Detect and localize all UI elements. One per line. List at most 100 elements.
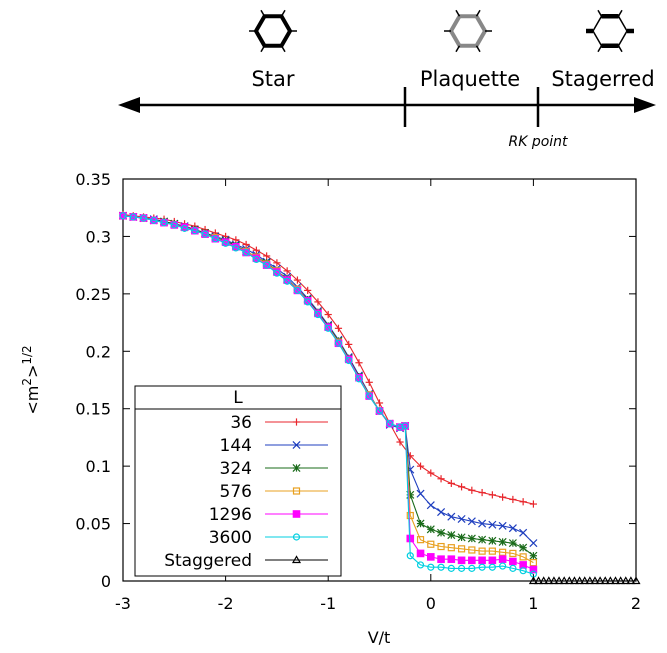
data-point bbox=[595, 576, 605, 585]
data-point bbox=[211, 235, 219, 243]
data-point bbox=[519, 553, 527, 561]
data-point bbox=[569, 576, 579, 585]
data-point bbox=[292, 463, 301, 473]
data-point bbox=[498, 555, 507, 563]
data-point bbox=[585, 576, 595, 585]
phase-axis-right-arrowhead bbox=[634, 97, 656, 113]
marker-stroke bbox=[508, 539, 517, 548]
data-point bbox=[396, 438, 404, 446]
data-point bbox=[498, 521, 507, 530]
data-point bbox=[519, 543, 528, 552]
legend-entries: 36 144 324 576 1296 3600 Staggered bbox=[164, 413, 328, 571]
marker-stroke bbox=[519, 528, 528, 537]
data-point bbox=[273, 269, 281, 277]
data-point bbox=[396, 423, 404, 431]
data-point bbox=[447, 564, 455, 572]
data-point bbox=[447, 555, 456, 563]
data-point bbox=[292, 440, 301, 450]
data-point bbox=[292, 487, 301, 495]
data-point bbox=[478, 563, 486, 571]
data-point bbox=[457, 483, 466, 491]
axis-ticks: -3 -2 -1 0 1 2 0 0.05 0.1 0.15 0.2 0.25 0.3 0.35 bbox=[75, 170, 641, 613]
marker-stroke bbox=[416, 519, 425, 528]
data-point bbox=[426, 501, 435, 510]
marker-stroke bbox=[437, 508, 446, 517]
data-point bbox=[273, 259, 281, 267]
data-point bbox=[528, 576, 538, 585]
data-point bbox=[222, 239, 230, 247]
hexagon-star-icon bbox=[249, 9, 297, 53]
data-point bbox=[457, 514, 466, 524]
data-point bbox=[447, 512, 456, 521]
marker-stroke bbox=[488, 520, 497, 529]
data-point bbox=[457, 556, 466, 565]
data-point bbox=[468, 564, 476, 572]
data-point bbox=[488, 536, 497, 545]
data-point bbox=[509, 549, 517, 558]
phase-label-plaquette: Plaquette bbox=[420, 67, 520, 91]
data-point bbox=[252, 246, 260, 254]
data-point bbox=[478, 535, 487, 544]
phase-label-staggered: Stagerred bbox=[551, 67, 654, 91]
data-point bbox=[529, 500, 537, 508]
marker-stroke bbox=[292, 440, 301, 450]
legend: L 36 144 324 576 1296 3600 Staggered bbox=[134, 385, 342, 577]
y-tick-label: 0 bbox=[101, 572, 111, 591]
data-point bbox=[232, 244, 240, 252]
plot-frame bbox=[122, 178, 637, 582]
x-tick-label: 0 bbox=[426, 594, 436, 613]
data-point bbox=[519, 498, 527, 506]
data-point bbox=[488, 547, 496, 555]
x-tick-label: -1 bbox=[320, 594, 336, 613]
data-point bbox=[478, 519, 487, 528]
data-point bbox=[292, 533, 301, 541]
legend-label: 1296 bbox=[209, 505, 252, 525]
data-point bbox=[621, 576, 631, 585]
series-layer bbox=[118, 211, 641, 585]
data-point bbox=[365, 378, 373, 386]
data-point bbox=[406, 534, 415, 543]
legend-label: 36 bbox=[230, 413, 252, 433]
data-point bbox=[590, 576, 600, 585]
data-point bbox=[457, 545, 466, 553]
series-3600 bbox=[119, 212, 538, 578]
data-point bbox=[180, 224, 189, 232]
data-point bbox=[386, 420, 394, 428]
y-tick-label: 0.3 bbox=[86, 227, 111, 246]
data-point bbox=[345, 340, 353, 348]
data-point bbox=[519, 567, 527, 575]
data-point bbox=[600, 576, 610, 585]
data-point bbox=[437, 555, 445, 563]
data-point bbox=[509, 495, 517, 504]
data-point bbox=[416, 561, 425, 569]
data-point bbox=[291, 555, 302, 564]
data-point bbox=[529, 565, 538, 574]
data-point bbox=[416, 549, 425, 558]
marker-stroke bbox=[529, 551, 538, 560]
data-point bbox=[293, 276, 302, 284]
data-point bbox=[119, 212, 127, 220]
data-point bbox=[539, 576, 549, 585]
data-point bbox=[626, 576, 636, 585]
data-point bbox=[406, 511, 414, 520]
x-tick-label: 2 bbox=[631, 594, 641, 613]
data-point bbox=[283, 267, 291, 275]
data-point bbox=[519, 528, 528, 537]
y-tick-label: 0.2 bbox=[86, 342, 111, 361]
data-point bbox=[509, 557, 517, 566]
data-point bbox=[150, 216, 158, 224]
hexagon-plaquette-icon bbox=[444, 9, 492, 53]
marker-stroke bbox=[416, 489, 425, 498]
data-point bbox=[426, 525, 435, 534]
marker-stroke bbox=[529, 539, 538, 548]
marker-stroke bbox=[426, 501, 435, 510]
marker-stroke bbox=[467, 534, 476, 543]
marker-stroke bbox=[437, 528, 446, 537]
data-point bbox=[499, 548, 507, 556]
marker-stroke bbox=[292, 463, 301, 473]
phase-diagram: Star Plaquette Stagerred RK point bbox=[118, 9, 656, 150]
data-point bbox=[575, 576, 585, 585]
marker-stroke bbox=[498, 521, 507, 530]
data-point bbox=[457, 533, 466, 542]
data-point bbox=[488, 556, 497, 565]
